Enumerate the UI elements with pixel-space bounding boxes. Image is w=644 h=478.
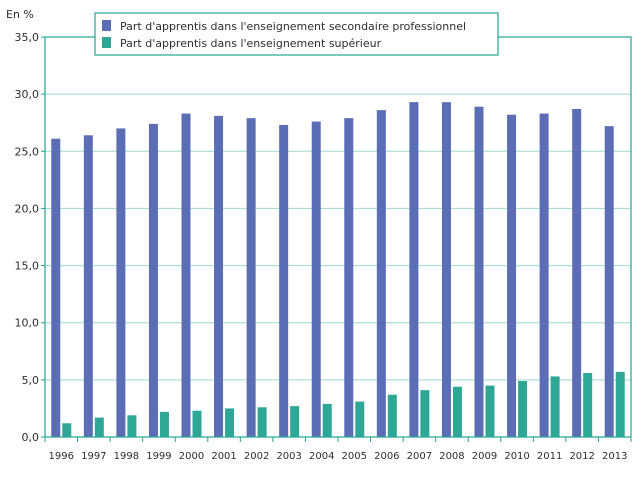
bar-superieur <box>94 417 104 437</box>
bar-secondaire <box>441 102 451 438</box>
bar-secondaire <box>51 138 61 437</box>
bar-superieur <box>257 407 267 437</box>
y-tick-label: 20,0 <box>15 202 40 215</box>
bar-superieur <box>355 401 365 437</box>
x-tick-label: 2013 <box>602 451 627 462</box>
bar-secondaire <box>604 126 614 438</box>
y-tick-label: 5,0 <box>22 374 40 387</box>
legend-label: Part d'apprentis dans l'enseignement sup… <box>120 37 382 50</box>
bar-secondaire <box>474 106 484 437</box>
legend: Part d'apprentis dans l'enseignement sec… <box>94 12 499 56</box>
bar-superieur <box>485 385 495 437</box>
x-tick-label: 2005 <box>342 451 367 462</box>
bar-superieur <box>322 403 332 437</box>
bar-secondaire <box>507 114 517 437</box>
y-tick-label: 30,0 <box>15 88 40 101</box>
bar-superieur <box>550 376 560 437</box>
x-tick-label: 2012 <box>569 451 594 462</box>
bar-secondaire <box>246 118 256 438</box>
bar-secondaire <box>409 102 419 438</box>
x-tick-label: 2006 <box>374 451 399 462</box>
bar-superieur <box>452 386 462 437</box>
x-tick-label: 2007 <box>407 451 432 462</box>
x-tick-label: 1997 <box>81 451 106 462</box>
bar-superieur <box>225 408 235 437</box>
x-tick-label: 2002 <box>244 451 269 462</box>
bar-secondaire <box>572 109 582 437</box>
x-tick-label: 2000 <box>179 451 204 462</box>
bar-superieur <box>192 410 202 437</box>
x-tick-label: 1996 <box>49 451 74 462</box>
bar-secondaire <box>83 135 93 438</box>
bar-secondaire <box>214 115 224 437</box>
bar-secondaire <box>344 118 354 438</box>
bar-superieur <box>290 406 300 437</box>
y-tick-label: 10,0 <box>15 317 40 330</box>
x-tick-label: 2011 <box>537 451 562 462</box>
y-tick-label: 15,0 <box>15 260 40 273</box>
y-tick-label: 25,0 <box>15 145 40 158</box>
y-tick-label: 0,0 <box>22 431 40 444</box>
legend-label: Part d'apprentis dans l'enseignement sec… <box>120 20 466 33</box>
bar-superieur <box>615 371 625 437</box>
bar-secondaire <box>279 125 289 437</box>
bar-superieur <box>62 423 72 437</box>
y-tick-label: 35,0 <box>15 31 40 44</box>
x-tick-label: 2008 <box>439 451 464 462</box>
bar-superieur <box>518 381 528 437</box>
x-tick-label: 2009 <box>472 451 497 462</box>
bar-secondaire <box>311 121 321 438</box>
bar-secondaire <box>539 113 549 438</box>
y-axis: 0,0 5,0 10,0 15,0 20,0 25,0 30,0 35,0 <box>15 31 45 444</box>
x-tick-label: 1999 <box>146 451 171 462</box>
bar-secondaire <box>116 128 126 437</box>
legend-swatch <box>102 20 111 31</box>
bar-superieur <box>583 373 593 437</box>
x-tick-label: 2010 <box>504 451 529 462</box>
x-tick-label: 2001 <box>211 451 236 462</box>
x-axis: 1996 1997 1998 1999 2000 2001 2002 2003 2004 2005… <box>44 437 632 462</box>
gridlines <box>45 93 631 381</box>
bar-superieur <box>420 390 430 437</box>
bar-secondaire <box>148 123 158 437</box>
legend-box <box>94 12 499 56</box>
bars <box>51 102 625 438</box>
bar-secondaire <box>181 113 191 438</box>
bar-secondaire <box>376 110 386 438</box>
y-axis-unit-label: En % <box>6 8 34 21</box>
bar-superieur <box>127 415 137 437</box>
x-tick-label: 2004 <box>309 451 334 462</box>
legend-swatch <box>102 37 111 48</box>
bar-superieur <box>387 394 397 437</box>
x-tick-label: 1998 <box>114 451 139 462</box>
x-tick-label: 2003 <box>276 451 301 462</box>
bar-superieur <box>159 411 169 437</box>
